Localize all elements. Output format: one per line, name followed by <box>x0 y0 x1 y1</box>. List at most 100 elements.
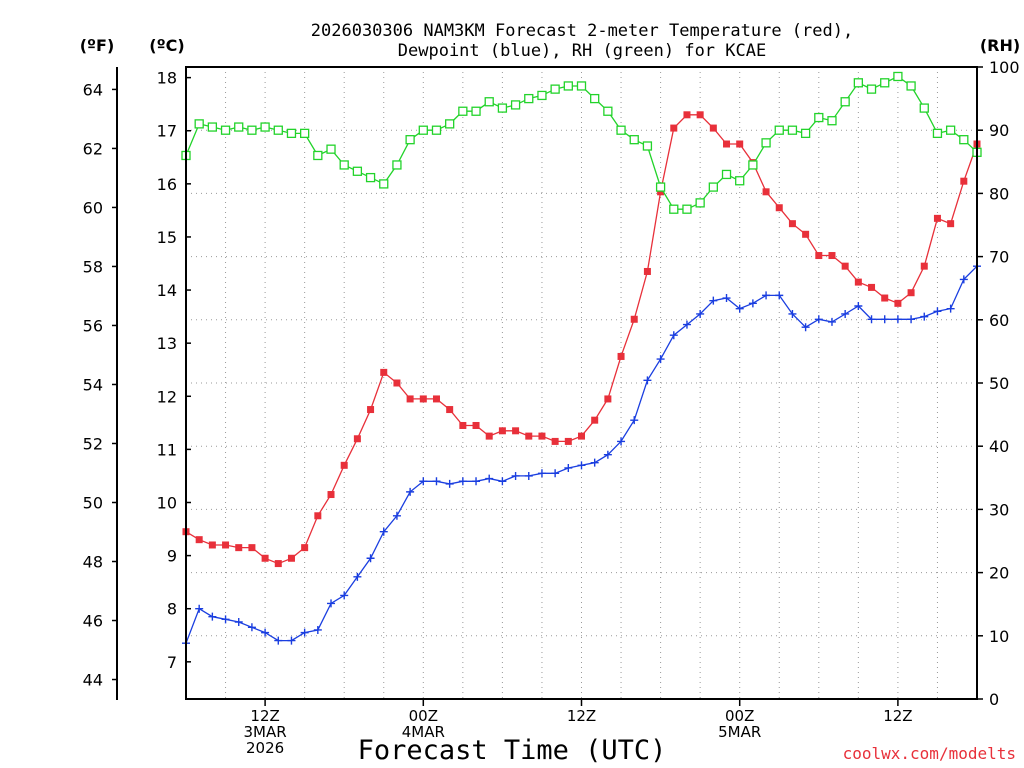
rh-point <box>919 103 929 113</box>
rh-point <box>945 125 956 135</box>
fahrenheit-tick-label: 46 <box>83 612 103 631</box>
rh-point <box>840 97 850 107</box>
2-meter-temperature-point <box>208 541 216 549</box>
2-meter-temperature-point <box>960 177 968 185</box>
rh-point <box>405 135 415 145</box>
rh-point <box>800 128 811 139</box>
dewpoint-point <box>577 461 586 470</box>
rh-point <box>893 71 903 82</box>
rh-point <box>708 182 718 192</box>
2-meter-temperature-point <box>617 352 625 360</box>
2-meter-temperature-point <box>894 299 902 307</box>
2-meter-temperature-point <box>788 220 796 228</box>
fahrenheit-tick-label: 50 <box>83 493 103 512</box>
axes <box>112 66 983 706</box>
rh-point <box>247 125 257 135</box>
dewpoint-point <box>261 628 270 637</box>
2-meter-temperature-point <box>670 124 678 132</box>
2-meter-temperature-point <box>485 432 493 440</box>
rh-point <box>629 135 639 145</box>
dewpoint-point <box>247 623 256 632</box>
rh-point <box>827 116 837 126</box>
dewpoint-point <box>854 301 863 310</box>
rh-point <box>721 169 732 180</box>
2-meter-temperature-point <box>947 220 955 228</box>
x-tick-label: 12Z <box>250 707 279 725</box>
2-meter-temperature-point <box>920 262 928 270</box>
fahrenheit-tick-label: 64 <box>83 80 103 99</box>
2-meter-temperature-point <box>274 560 282 568</box>
dewpoint-point <box>498 477 507 486</box>
x-tick-label: 12Z <box>883 707 912 725</box>
left-inner-axis-label: (ºC) <box>149 36 184 55</box>
rh-point <box>655 182 666 192</box>
rh-point <box>458 106 468 116</box>
celsius-tick-label: 11 <box>157 440 177 459</box>
fahrenheit-tick-label: 48 <box>83 553 103 572</box>
dewpoint-point <box>682 320 691 329</box>
2-meter-temperature-point <box>512 427 520 435</box>
rh-point <box>735 176 745 186</box>
2-meter-temperature-point <box>327 491 335 499</box>
dewpoint-point <box>907 315 916 324</box>
x-tick-label: 3MAR <box>244 723 287 741</box>
dewpoint-point <box>827 317 836 326</box>
dewpoint-point <box>551 469 560 478</box>
rh-point <box>510 100 521 110</box>
2-meter-temperature-point <box>802 230 810 238</box>
2-meter-temperature-point <box>933 214 941 222</box>
2-meter-temperature-point <box>406 395 414 403</box>
dewpoint-point <box>933 307 942 316</box>
rh-point <box>524 93 534 104</box>
2-meter-temperature-point <box>393 379 401 387</box>
fahrenheit-tick-label: 56 <box>83 316 103 335</box>
rh-tick-label: 80 <box>989 184 1009 203</box>
dewpoint-point <box>300 628 309 637</box>
dewpoint-point <box>893 315 902 324</box>
2-meter-temperature-point <box>736 140 744 148</box>
rh-point <box>365 172 376 183</box>
2-meter-temperature-point <box>459 421 467 429</box>
rh-point <box>787 125 798 135</box>
fahrenheit-tick-label: 44 <box>83 671 103 690</box>
2-meter-temperature-point <box>683 111 691 119</box>
2-meter-temperature-point <box>762 188 770 196</box>
2-meter-temperature-point <box>709 124 717 132</box>
dewpoint-point <box>195 604 204 613</box>
rh-point <box>616 125 626 135</box>
celsius-tick-label: 14 <box>157 281 177 300</box>
chart-title-line2: Dewpoint (blue), RH (green) for KCAE <box>398 41 766 61</box>
2-meter-temperature-point <box>222 541 230 549</box>
x-tick-label: 12Z <box>567 707 596 725</box>
dewpoint-point <box>669 331 678 340</box>
2-meter-temperature-point <box>301 544 309 552</box>
fahrenheit-tick-label: 60 <box>83 198 103 217</box>
2-meter-temperature-point <box>235 544 243 552</box>
rh-point <box>682 204 692 214</box>
rh-point <box>576 81 587 91</box>
rh-point <box>669 204 679 214</box>
2-meter-temperature-point <box>696 111 704 119</box>
2-meter-temperature-point <box>367 406 375 414</box>
rh-point <box>590 93 600 104</box>
x-tick-label: 00Z <box>725 707 754 725</box>
rh-tick-label: 20 <box>989 564 1009 583</box>
2-meter-temperature-point <box>564 437 572 445</box>
rh-point <box>603 106 613 116</box>
dewpoint-point <box>748 299 757 308</box>
dewpoint-point <box>775 291 784 300</box>
rh-point <box>880 78 890 88</box>
dewpoint-point <box>841 309 850 318</box>
2-meter-temperature-point <box>195 536 203 544</box>
rh-point <box>326 144 336 154</box>
celsius-tick-label: 8 <box>167 600 177 619</box>
dewpoint-point <box>419 477 428 486</box>
dewpoint-point <box>696 309 705 318</box>
2-meter-temperature-point <box>525 432 533 440</box>
rh-point <box>234 122 244 132</box>
rh-point <box>497 103 508 113</box>
rh-point <box>392 160 402 170</box>
dewpoint-point <box>327 599 336 608</box>
rh-point <box>207 122 218 132</box>
